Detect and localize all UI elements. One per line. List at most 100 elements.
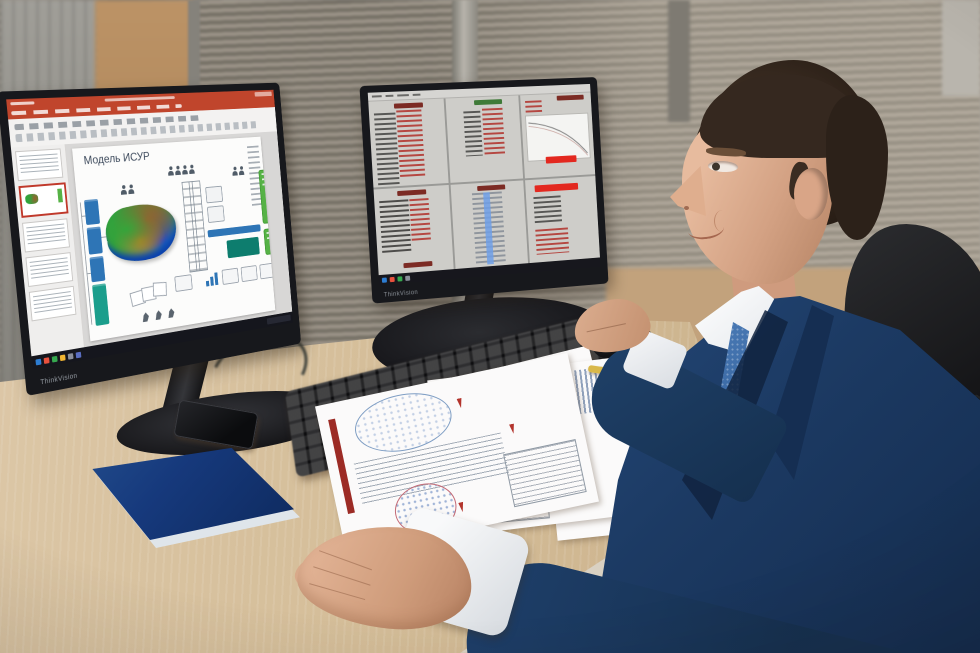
document-icon bbox=[152, 281, 167, 297]
chart-legend-text bbox=[525, 100, 543, 115]
truck-icon bbox=[259, 262, 276, 280]
smile-crease bbox=[714, 210, 731, 232]
well-tree-text-red bbox=[409, 198, 432, 243]
alert-bar bbox=[534, 182, 579, 193]
panel-well-tree bbox=[373, 184, 454, 276]
green-label-line bbox=[262, 183, 269, 186]
person-icon-group bbox=[232, 166, 244, 176]
well-tree-text-dark bbox=[379, 199, 412, 255]
thumbnail-content bbox=[32, 290, 73, 314]
person-icon bbox=[189, 165, 195, 174]
person-icon bbox=[238, 166, 244, 175]
equipment-icon-box bbox=[206, 205, 225, 224]
panel-well-tree bbox=[445, 95, 524, 183]
green-label-line bbox=[266, 231, 273, 234]
pumpjack-icon bbox=[155, 310, 162, 320]
decline-curve-chart bbox=[525, 113, 590, 161]
left-monitor-screen: Модель ИСУР bbox=[6, 89, 294, 370]
taskbar-app-icon bbox=[389, 276, 395, 282]
red-arrow bbox=[457, 398, 464, 409]
well-tree-text-red bbox=[396, 109, 426, 180]
green-label-line bbox=[261, 177, 269, 181]
slide-canvas-area: Модель ИСУР bbox=[65, 131, 293, 348]
panel-header bbox=[477, 184, 506, 192]
slide-thumbnail bbox=[15, 148, 64, 182]
ear bbox=[794, 168, 828, 220]
documents-stack-icon bbox=[129, 281, 171, 308]
iris bbox=[711, 162, 721, 171]
windows-start-icon bbox=[381, 276, 387, 283]
green-label-line bbox=[261, 172, 268, 176]
red-arrow bbox=[509, 424, 516, 435]
decline-curve bbox=[526, 114, 590, 161]
bar bbox=[210, 276, 214, 286]
app-panel-grid bbox=[368, 92, 600, 276]
equipment-icon bbox=[221, 267, 240, 285]
nostril bbox=[684, 206, 689, 210]
thumbnail-green-box bbox=[57, 188, 63, 203]
process-step-blue bbox=[89, 255, 106, 283]
wellbore-schematic-icon bbox=[181, 180, 208, 273]
side-tag-teal bbox=[92, 291, 110, 327]
result-box-teal bbox=[226, 236, 260, 259]
bar bbox=[214, 272, 219, 286]
thumbnail-content bbox=[29, 256, 69, 279]
progress-bar-blue bbox=[207, 224, 261, 238]
monitor-brand-label: ThinkVision bbox=[383, 289, 419, 299]
panel-header bbox=[397, 189, 427, 197]
person-icon bbox=[120, 185, 127, 195]
active-slide-thumbnail bbox=[18, 182, 69, 218]
partition-post-far bbox=[668, 0, 690, 122]
taskbar-app-icon bbox=[397, 275, 403, 282]
panel-data-list bbox=[450, 180, 529, 269]
quick-access-toolbar bbox=[10, 101, 35, 106]
alert-bar bbox=[545, 155, 577, 164]
well-tree-text-red bbox=[481, 107, 506, 158]
thumbnail-content bbox=[19, 152, 59, 173]
equipment-icon-box bbox=[205, 185, 224, 204]
finger-line bbox=[586, 323, 626, 333]
menu-item-blur bbox=[397, 94, 409, 97]
left-monitor: Модель ИСУР bbox=[0, 82, 302, 396]
monitor-brand-label: ThinkVision bbox=[40, 372, 78, 387]
red-arrow bbox=[458, 502, 465, 513]
report-text-red bbox=[535, 227, 570, 255]
taskbar-app-icon bbox=[59, 353, 66, 361]
slide-thumbnail bbox=[28, 285, 77, 322]
process-step-blue bbox=[83, 198, 101, 226]
panel-decline-chart bbox=[520, 92, 596, 179]
window-title-blur bbox=[104, 96, 175, 102]
well-tree-text-dark bbox=[463, 110, 483, 157]
truck-icon bbox=[240, 265, 258, 283]
person-icon bbox=[168, 166, 174, 176]
thumbnail-terrain-model bbox=[24, 193, 39, 205]
taskbar-app-icon bbox=[43, 356, 50, 364]
person-icon bbox=[182, 165, 188, 175]
current-slide: Модель ИСУР bbox=[72, 136, 276, 342]
data-table bbox=[503, 439, 587, 508]
equipment-icon bbox=[174, 274, 193, 293]
bar bbox=[205, 280, 210, 287]
taskbar-tray bbox=[266, 314, 291, 325]
green-label-line bbox=[266, 236, 274, 240]
finger-line bbox=[319, 550, 373, 571]
person-icon-group bbox=[120, 184, 134, 195]
menu-item-blur bbox=[385, 94, 394, 98]
panel-status-report bbox=[525, 176, 600, 264]
process-green-label bbox=[258, 169, 275, 224]
slide-thumbnail bbox=[25, 252, 74, 288]
finger-line bbox=[313, 566, 371, 586]
panel-well-tree bbox=[368, 98, 449, 188]
finger-line bbox=[309, 583, 366, 601]
process-green-label bbox=[263, 227, 276, 256]
panel-header bbox=[393, 102, 424, 109]
bar-chart-icon bbox=[205, 270, 220, 287]
taskbar-app-icon bbox=[75, 351, 82, 358]
right-monitor-screen bbox=[367, 83, 601, 286]
taskbar-app-icon bbox=[405, 275, 411, 281]
pumpjack-icon bbox=[142, 312, 149, 322]
taskbar-app-icon bbox=[67, 352, 74, 360]
corner-panel bbox=[942, 0, 980, 96]
report-text-dark bbox=[533, 195, 563, 226]
